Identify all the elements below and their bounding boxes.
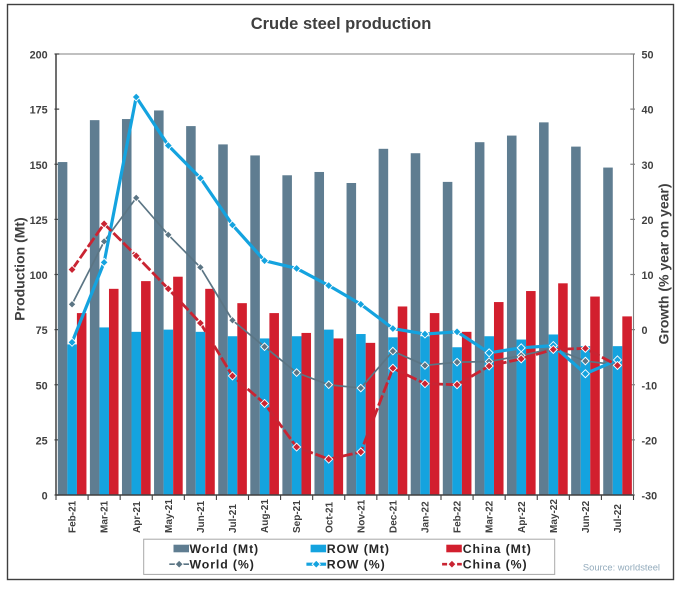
svg-text:Production (Mt): Production (Mt) [12,217,28,320]
svg-text:Dec-21: Dec-21 [388,500,399,533]
svg-text:50: 50 [642,50,654,62]
svg-text:Nov-21: Nov-21 [356,499,367,533]
svg-text:-20: -20 [642,435,658,447]
svg-text:0: 0 [42,491,48,503]
svg-text:30: 30 [642,160,654,172]
svg-text:0: 0 [642,325,648,337]
svg-text:20: 20 [642,215,654,227]
svg-text:150: 150 [30,160,48,172]
svg-text:Sep-21: Sep-21 [292,500,303,533]
svg-text:Crude steel production: Crude steel production [251,15,432,33]
svg-text:40: 40 [642,105,654,117]
svg-text:Jul-21: Jul-21 [228,504,239,533]
svg-text:10: 10 [642,270,654,282]
svg-text:China (Mt): China (Mt) [463,542,532,556]
svg-text:Mar-22: Mar-22 [485,500,496,533]
svg-text:Jun-22: Jun-22 [581,500,592,533]
svg-text:Feb-21: Feb-21 [68,500,79,533]
svg-text:25: 25 [36,435,48,447]
svg-text:175: 175 [30,105,48,117]
svg-text:ROW (%): ROW (%) [327,558,386,572]
svg-text:Jul-22: Jul-22 [613,504,624,533]
svg-text:Source: worldsteel: Source: worldsteel [583,562,660,573]
svg-text:China (%): China (%) [463,558,528,572]
svg-text:Mar-21: Mar-21 [100,500,111,533]
svg-text:Feb-22: Feb-22 [453,500,464,533]
svg-text:-10: -10 [642,380,658,392]
svg-text:ROW (Mt): ROW (Mt) [327,542,390,556]
svg-text:Jun-21: Jun-21 [196,500,207,533]
svg-text:75: 75 [36,325,48,337]
svg-text:Apr-21: Apr-21 [132,501,143,533]
svg-text:50: 50 [36,380,48,392]
svg-text:World (%): World (%) [190,558,255,572]
svg-text:World (Mt): World (Mt) [190,542,260,556]
svg-text:Apr-22: Apr-22 [517,501,528,533]
svg-text:125: 125 [30,215,48,227]
svg-text:May-22: May-22 [549,499,560,533]
svg-text:Jan-22: Jan-22 [421,501,432,533]
svg-text:Aug-21: Aug-21 [260,499,271,533]
svg-text:200: 200 [30,50,48,62]
svg-text:Growth (% year on year): Growth (% year on year) [656,183,672,344]
svg-text:May-21: May-21 [164,499,175,533]
svg-text:100: 100 [30,270,48,282]
svg-text:-30: -30 [642,491,658,503]
svg-text:Oct-21: Oct-21 [324,501,335,533]
